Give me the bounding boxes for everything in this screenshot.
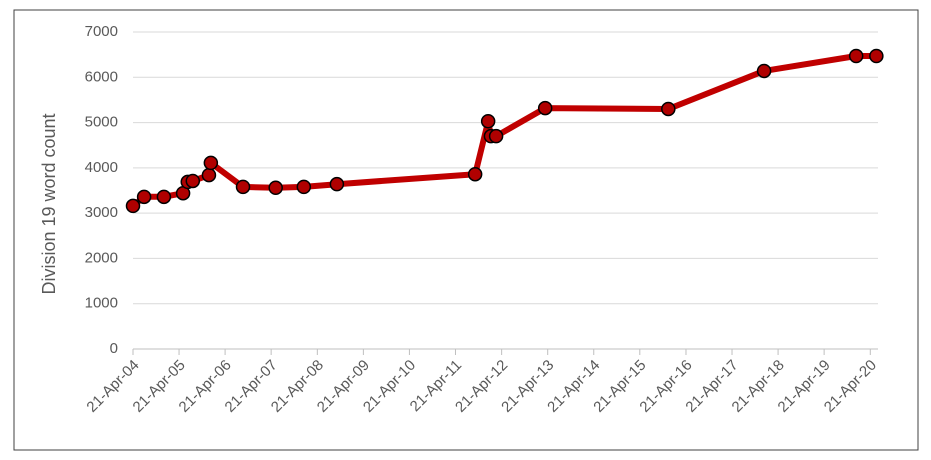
data-point <box>136 189 152 205</box>
data-point <box>296 179 312 195</box>
chart-border <box>13 9 919 451</box>
data-point <box>201 167 217 183</box>
data-point <box>329 176 345 192</box>
data-point <box>467 166 483 182</box>
y-axis-title: Division 19 word count <box>39 113 59 294</box>
data-point <box>537 100 553 116</box>
data-point <box>156 189 172 205</box>
data-point <box>268 180 283 196</box>
y-tick-label: 5000 <box>85 114 118 131</box>
data-point <box>203 155 219 171</box>
y-tick-label: 2000 <box>85 249 118 266</box>
data-point <box>488 128 504 144</box>
y-tick-label: 4000 <box>85 159 118 176</box>
data-point <box>235 179 251 195</box>
y-tick-label: 7000 <box>85 23 118 40</box>
data-point <box>661 101 676 117</box>
data-point <box>756 63 772 79</box>
y-tick-label: 0 <box>110 340 118 357</box>
y-tick-label: 6000 <box>85 68 118 85</box>
data-point <box>869 48 884 64</box>
y-tick-label: 3000 <box>85 204 118 221</box>
data-point <box>125 198 141 214</box>
data-point <box>185 173 201 189</box>
data-point <box>848 48 864 64</box>
data-point <box>480 113 496 129</box>
y-tick-label: 1000 <box>85 295 118 312</box>
